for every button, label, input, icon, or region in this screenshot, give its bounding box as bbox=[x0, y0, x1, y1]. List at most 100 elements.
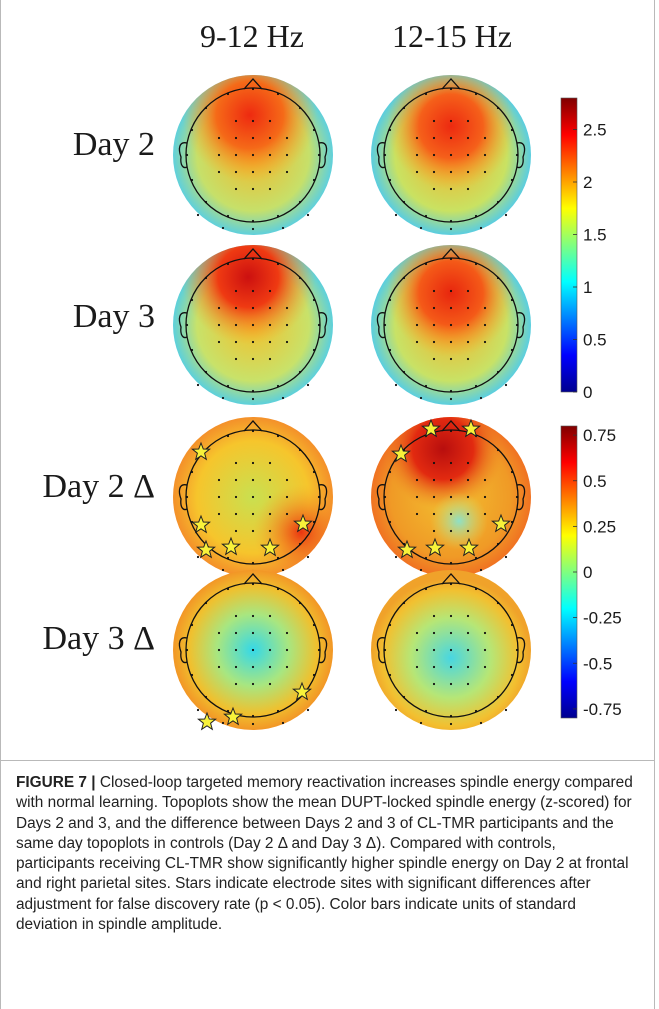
electrode-dot bbox=[312, 623, 316, 627]
colorbar-tick-label: -0.25 bbox=[583, 609, 622, 628]
electrode-dots bbox=[185, 582, 321, 726]
topoplot-figure: 2.5 2 1.5 1 0.5 0 0.75 0.5 0.25 0 -0.25 -0.5 -0.75 bbox=[173, 75, 622, 730]
electrode-dot bbox=[432, 153, 436, 157]
electrode-dot bbox=[466, 153, 470, 157]
electrode-dot bbox=[419, 568, 423, 572]
electrode-dot bbox=[217, 631, 221, 635]
electrode-dot bbox=[190, 348, 194, 352]
electrode-dot bbox=[402, 601, 406, 605]
electrode-dot bbox=[449, 461, 453, 465]
electrode-dot bbox=[449, 187, 453, 191]
electrode-dot bbox=[185, 648, 189, 652]
electrode-dot bbox=[234, 529, 238, 533]
electrode-dot bbox=[190, 128, 194, 132]
electrode-dot bbox=[285, 306, 289, 310]
electrode-dot bbox=[466, 529, 470, 533]
electrode-dot bbox=[234, 289, 238, 293]
electrode-dot bbox=[402, 200, 406, 204]
electrode-dot bbox=[483, 136, 487, 140]
electrode-dot bbox=[251, 631, 255, 635]
electrode-dot bbox=[510, 348, 514, 352]
electrode-dot bbox=[415, 631, 419, 635]
electrode-dot bbox=[217, 648, 221, 652]
electrode-dot bbox=[432, 136, 436, 140]
electrode-dot bbox=[424, 92, 428, 96]
electrode-dot bbox=[388, 623, 392, 627]
electrode-dot bbox=[402, 542, 406, 546]
electrode-dot bbox=[204, 276, 208, 280]
electrode-dot bbox=[510, 520, 514, 524]
electrode-dot bbox=[432, 170, 436, 174]
electrode-dot bbox=[268, 529, 272, 533]
electrode-dot bbox=[432, 682, 436, 686]
electrode-dot bbox=[281, 226, 285, 230]
electrode-dot bbox=[217, 306, 221, 310]
electrode-dot bbox=[190, 673, 194, 677]
electrode-dot bbox=[204, 106, 208, 110]
electrode-dot bbox=[251, 289, 255, 293]
electrode-dot bbox=[388, 470, 392, 474]
electrode-dot bbox=[306, 383, 310, 387]
electrode-dot bbox=[483, 170, 487, 174]
electrode-dot bbox=[504, 708, 508, 712]
electrode-dot bbox=[285, 170, 289, 174]
electrode-dot bbox=[383, 495, 387, 499]
electrode-dot bbox=[432, 187, 436, 191]
caption-text: Closed-loop targeted memory reactivation… bbox=[16, 774, 633, 934]
electrode-dot bbox=[402, 695, 406, 699]
electrode-dot bbox=[234, 357, 238, 361]
electrode-dot bbox=[449, 529, 453, 533]
electrode-dot bbox=[466, 136, 470, 140]
colorbar-tick-label: 2 bbox=[583, 173, 592, 192]
electrode-dot bbox=[306, 213, 310, 217]
electrode-dot bbox=[251, 119, 255, 123]
electrode-dot bbox=[217, 340, 221, 344]
electrode-dot bbox=[298, 276, 302, 280]
electrode-dot bbox=[217, 495, 221, 499]
electrode-dot bbox=[449, 614, 453, 618]
colorbar-tick-label: 0.75 bbox=[583, 426, 616, 445]
electrode-dot bbox=[251, 648, 255, 652]
electrode-dot bbox=[424, 587, 428, 591]
electrode-dots bbox=[185, 87, 321, 231]
electrode-dot bbox=[298, 448, 302, 452]
caption-divider bbox=[0, 760, 655, 761]
electrode-dot bbox=[483, 306, 487, 310]
colorbar-tick-label: 1.5 bbox=[583, 226, 607, 245]
colorbar-tick-label: 0 bbox=[583, 383, 592, 402]
electrode-dot bbox=[466, 495, 470, 499]
colorbar-top-scale bbox=[560, 97, 578, 393]
electrode-dot bbox=[449, 682, 453, 686]
electrode-dot bbox=[474, 587, 478, 591]
electrode-dot bbox=[449, 153, 453, 157]
electrode-dot bbox=[415, 478, 419, 482]
electrode-dot bbox=[190, 298, 194, 302]
electrode-dot bbox=[312, 178, 316, 182]
electrode-dot bbox=[496, 601, 500, 605]
electrode-dot bbox=[312, 348, 316, 352]
electrode-dot bbox=[281, 568, 285, 572]
electrode-dot bbox=[281, 396, 285, 400]
electrode-dot bbox=[424, 556, 428, 560]
electrode-dot bbox=[474, 92, 478, 96]
electrode-dot bbox=[449, 170, 453, 174]
electrode-dot bbox=[285, 665, 289, 669]
electrode-dot bbox=[268, 170, 272, 174]
electrode-dot bbox=[268, 306, 272, 310]
column-header-12-15hz: 12-15 Hz bbox=[392, 18, 512, 54]
electrode-dot bbox=[483, 478, 487, 482]
electrode-dot bbox=[312, 673, 316, 677]
electrode-dot bbox=[496, 542, 500, 546]
electrode-dot bbox=[432, 323, 436, 327]
electrode-dot bbox=[466, 631, 470, 635]
electrode-dot bbox=[217, 512, 221, 516]
electrode-dot bbox=[449, 665, 453, 669]
electrode-dot bbox=[204, 695, 208, 699]
electrode-dot bbox=[298, 200, 302, 204]
electrode-dot bbox=[415, 136, 419, 140]
row-label-day2-delta: Day 2 Δ bbox=[42, 468, 155, 505]
electrode-dot bbox=[217, 136, 221, 140]
electrode-dot bbox=[449, 495, 453, 499]
topoplot-day3-delta-12-15hz bbox=[371, 570, 531, 730]
electrode-dot bbox=[276, 214, 280, 218]
